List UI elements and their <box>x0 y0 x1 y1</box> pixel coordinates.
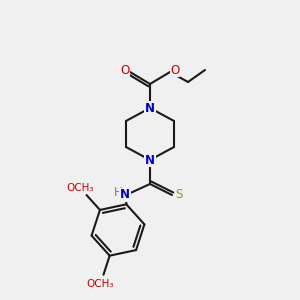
Text: H: H <box>114 187 122 200</box>
Text: S: S <box>175 188 183 200</box>
Text: O: O <box>170 64 180 76</box>
Text: OCH₃: OCH₃ <box>87 279 114 289</box>
Text: N: N <box>145 154 155 166</box>
Text: N: N <box>145 101 155 115</box>
Text: OCH₃: OCH₃ <box>66 183 94 193</box>
Text: O: O <box>120 64 130 76</box>
Text: N: N <box>120 188 130 202</box>
